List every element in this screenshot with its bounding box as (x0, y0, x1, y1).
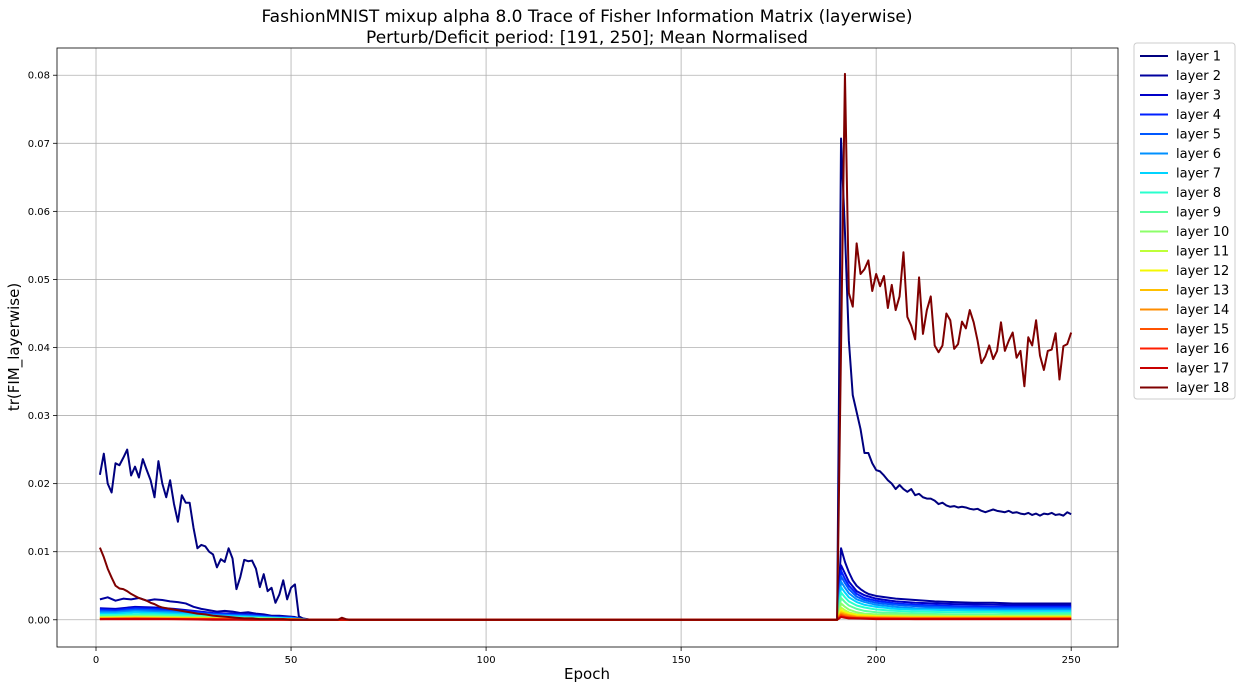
legend-label: layer 2 (1176, 69, 1221, 84)
legend-label: layer 13 (1176, 284, 1229, 299)
chart-subtitle: Perturb/Deficit period: [191, 250]; Mean… (366, 28, 808, 48)
legend: layer 1 layer 2 layer 3 layer 4 layer 5 layer… (1133, 42, 1236, 400)
chart-title: FashionMNIST mixup alpha 8.0 Trace of Fi… (261, 7, 912, 27)
y-tick-label: 0.03 (28, 411, 50, 422)
legend-label: layer 6 (1176, 147, 1221, 162)
series-line-layer-18 (98, 72, 1073, 621)
grid-lines (57, 48, 1118, 647)
legend-label: layer 17 (1176, 362, 1229, 377)
y-tick-label: 0.01 (28, 547, 50, 558)
legend-label: layer 7 (1176, 167, 1221, 182)
y-tick-label: 0.07 (28, 139, 50, 150)
legend-label: layer 5 (1176, 128, 1221, 143)
x-tick-label: 250 (1062, 655, 1081, 666)
series-line-layer-17 (99, 616, 1072, 621)
legend-label: layer 4 (1176, 108, 1221, 123)
y-tick-label: 0.02 (28, 479, 50, 490)
legend-label: layer 8 (1176, 186, 1221, 201)
legend-label: layer 14 (1176, 303, 1229, 318)
x-tick-label: 50 (285, 655, 298, 666)
series-line-layer-1 (98, 137, 1072, 621)
legend-label: layer 3 (1176, 89, 1221, 104)
y-axis-label: tr(FIM_layerwise) (5, 283, 24, 411)
y-tick-label: 0.08 (28, 71, 50, 82)
legend-label: layer 15 (1176, 323, 1229, 338)
x-tick-label: 150 (672, 655, 691, 666)
series-lines (98, 72, 1073, 621)
legend-label: layer 12 (1176, 264, 1229, 279)
y-axis-ticks: 0.00 0.01 0.02 0.03 0.04 0.05 0.06 0.07 0.08 (28, 71, 57, 626)
legend-label: layer 16 (1176, 342, 1229, 357)
legend-label: layer 9 (1176, 206, 1221, 221)
x-tick-label: 0 (93, 655, 99, 666)
y-tick-label: 0.00 (28, 615, 50, 626)
x-tick-label: 200 (867, 655, 886, 666)
x-axis-ticks: 0 50 100 150 200 250 (93, 647, 1081, 666)
y-tick-label: 0.05 (28, 275, 50, 286)
y-tick-label: 0.06 (28, 207, 50, 218)
x-tick-label: 100 (477, 655, 496, 666)
legend-label: layer 18 (1176, 381, 1229, 396)
legend-label: layer 11 (1176, 245, 1229, 260)
legend-label: layer 1 (1176, 50, 1221, 65)
x-axis-label: Epoch (564, 665, 610, 683)
y-tick-label: 0.04 (28, 343, 50, 354)
legend-label: layer 10 (1176, 225, 1229, 240)
